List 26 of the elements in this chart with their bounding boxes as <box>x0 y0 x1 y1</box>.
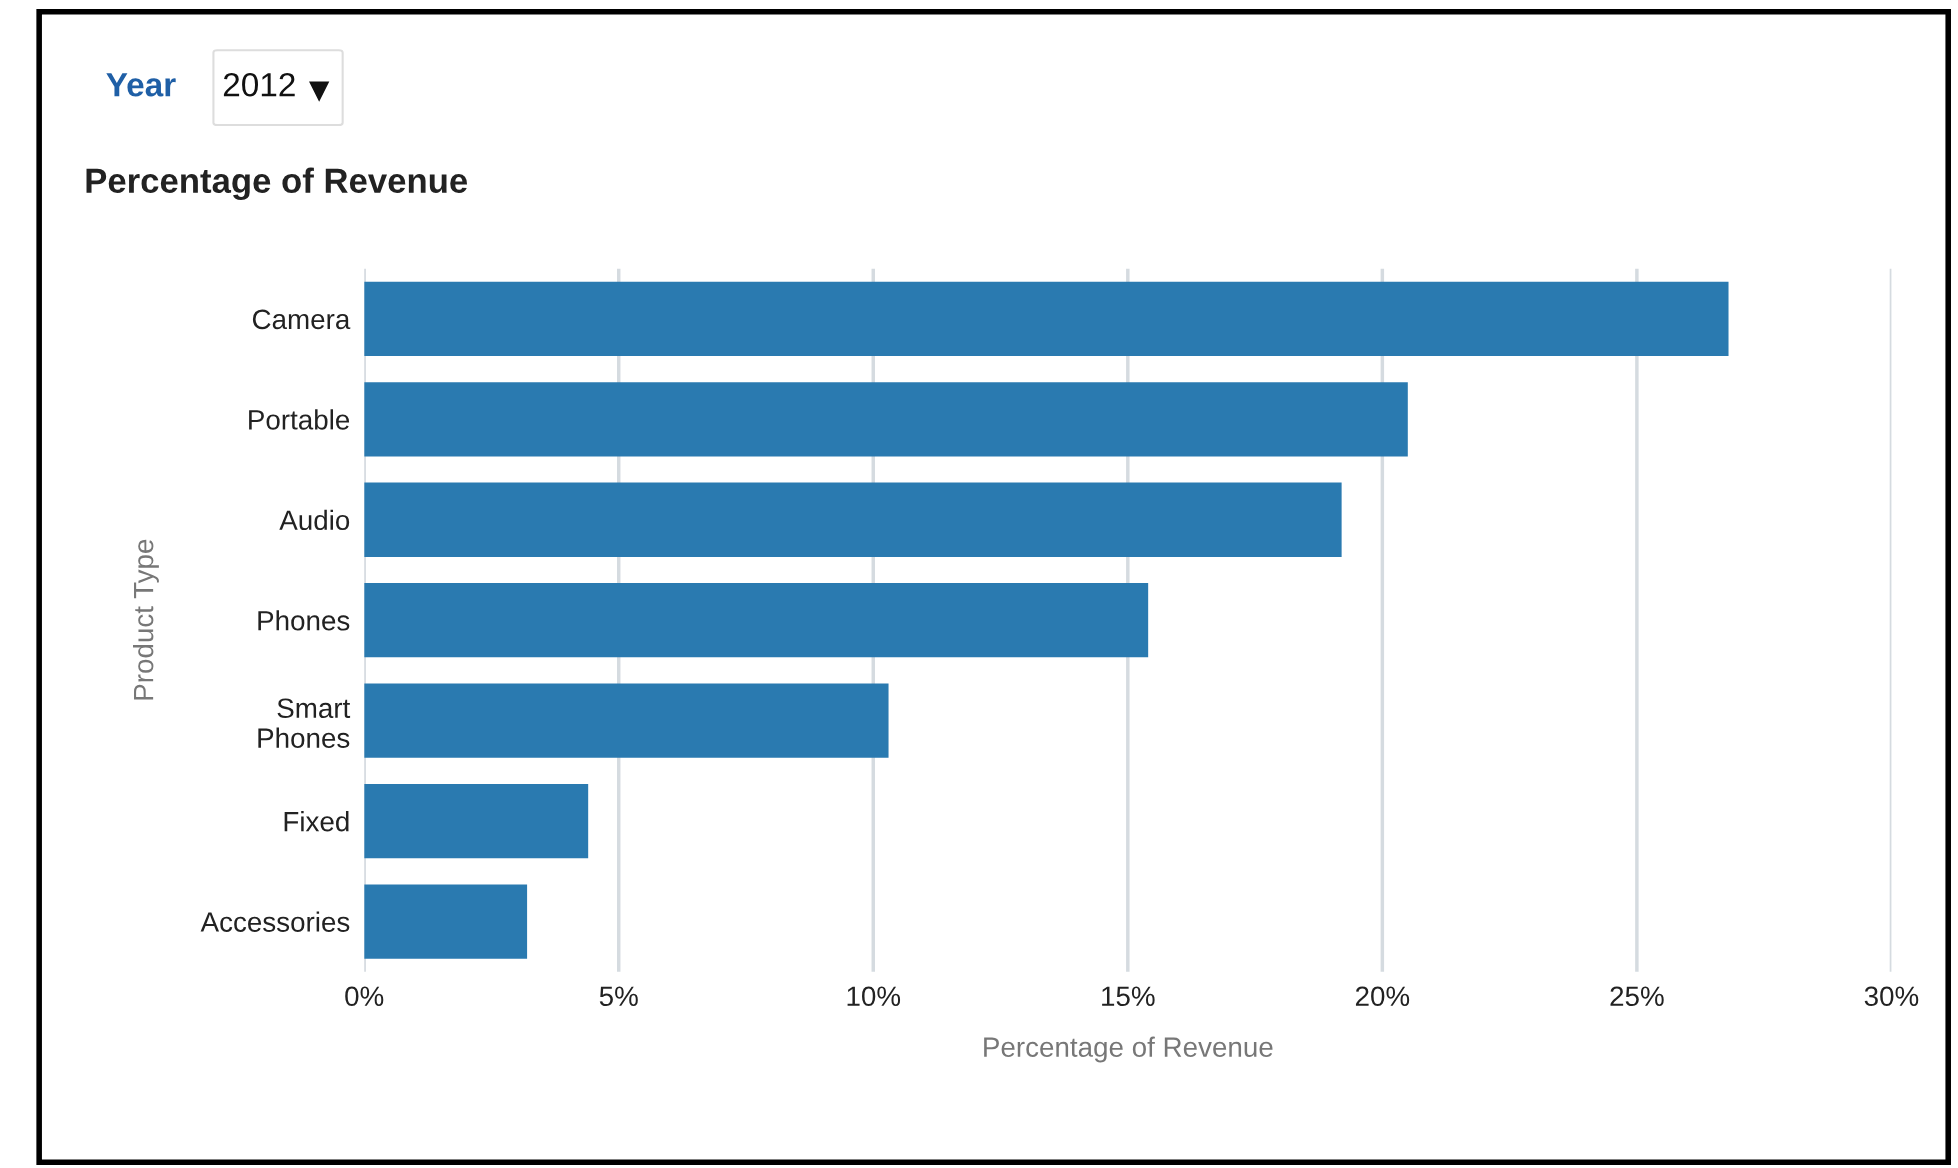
y-tick-label: Fixed <box>284 811 349 832</box>
x-tick-label: 20% <box>1355 986 1410 1007</box>
bar <box>364 783 589 859</box>
x-axis-title: Percentage of Revenue <box>984 1036 1273 1063</box>
text: Year <box>106 73 176 97</box>
y-axis-title: Product Type <box>133 539 159 700</box>
y-tick-label: Phones <box>258 610 350 631</box>
text: 2012 <box>223 72 295 97</box>
bar <box>364 583 1149 658</box>
x-tick-label: 15% <box>1102 986 1155 1007</box>
bar <box>364 482 1342 557</box>
x-tick-label: 30% <box>1864 986 1919 1007</box>
y-tick-label: Accessories <box>200 911 350 932</box>
bar <box>364 281 1729 357</box>
y-tick-label: Audio <box>279 509 350 531</box>
bar <box>364 683 889 758</box>
x-tick-label: 5% <box>599 986 638 1007</box>
bar <box>364 382 1408 457</box>
y-tick-label: Smart Phones <box>258 698 351 748</box>
x-tick-label: 25% <box>1610 986 1664 1007</box>
x-tick-label: 0% <box>345 986 384 1007</box>
y-tick-label: Portable <box>249 409 350 430</box>
chart-title: Percentage of Revenue <box>86 167 468 201</box>
y-tick-label: Camera <box>252 309 351 330</box>
bar <box>364 884 528 959</box>
x-tick-label: 10% <box>847 986 901 1007</box>
